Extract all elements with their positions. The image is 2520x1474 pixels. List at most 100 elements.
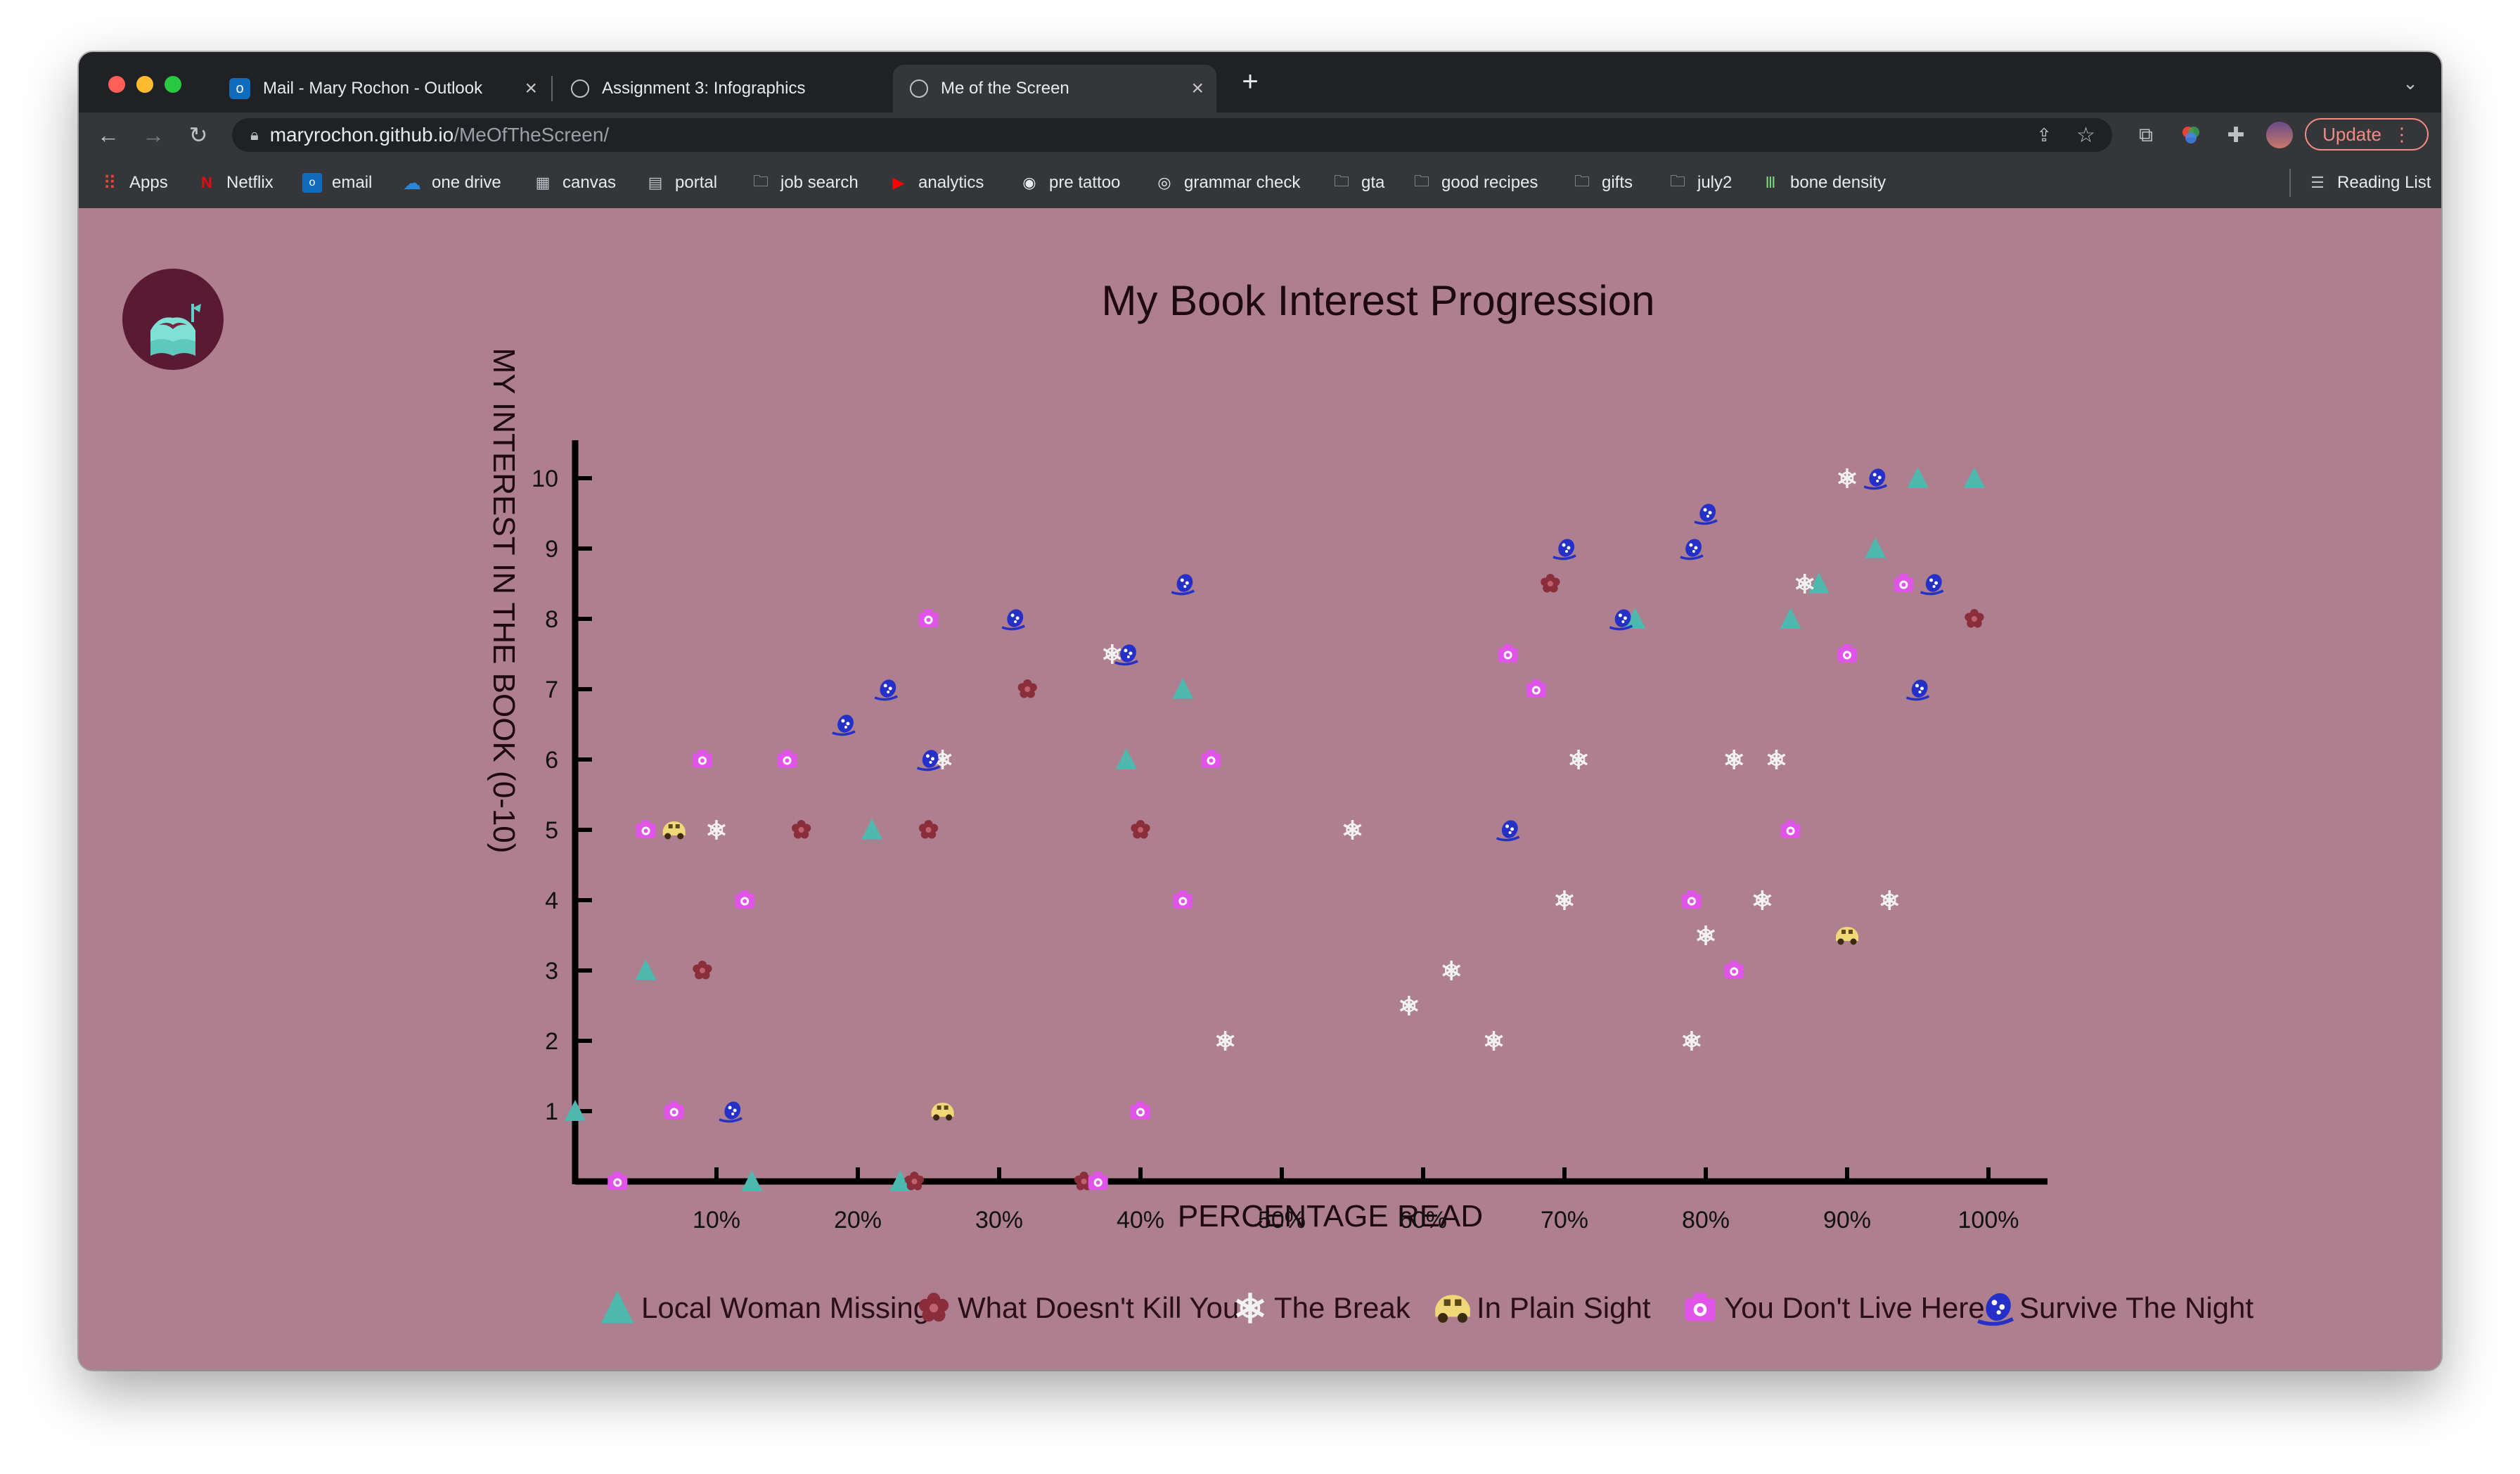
data-point[interactable] xyxy=(1920,572,1945,596)
data-point[interactable] xyxy=(662,821,686,840)
data-point[interactable] xyxy=(1131,820,1150,839)
data-point[interactable] xyxy=(1498,644,1518,662)
close-tab-icon[interactable]: × xyxy=(525,77,537,100)
data-point[interactable] xyxy=(1442,961,1461,980)
data-point[interactable] xyxy=(1680,537,1704,560)
avatar[interactable] xyxy=(2264,120,2295,150)
data-point[interactable] xyxy=(1795,574,1814,594)
bookmark-email[interactable]: o email xyxy=(302,169,372,197)
data-point[interactable] xyxy=(1171,572,1195,596)
data-point[interactable] xyxy=(1102,644,1121,664)
bookmark-canvas[interactable]: ▦ canvas xyxy=(533,169,616,197)
data-point[interactable] xyxy=(1865,537,1886,558)
tab-outlook[interactable]: o Mail - Mary Rochon - Outlook × xyxy=(212,65,550,113)
back-arrow-icon[interactable]: ← xyxy=(97,122,120,148)
data-point[interactable] xyxy=(1725,750,1744,769)
data-point[interactable] xyxy=(1780,608,1801,629)
data-point[interactable] xyxy=(1172,678,1194,699)
data-point[interactable] xyxy=(916,748,941,771)
data-point[interactable] xyxy=(1496,818,1521,842)
data-point[interactable] xyxy=(1624,608,1646,629)
data-point[interactable] xyxy=(874,677,899,701)
data-point[interactable] xyxy=(1555,890,1574,910)
bookmark-good-recipes[interactable]: 🗀 good recipes xyxy=(1412,169,1538,197)
data-point[interactable] xyxy=(918,609,939,627)
data-point[interactable] xyxy=(1837,644,1857,662)
data-point[interactable] xyxy=(1526,679,1546,698)
bookmark-job-search[interactable]: 🗀 job search xyxy=(751,169,859,197)
data-point[interactable] xyxy=(1907,467,1929,488)
data-point[interactable] xyxy=(1173,890,1193,909)
close-window-button[interactable] xyxy=(108,76,125,93)
data-point[interactable] xyxy=(777,750,797,768)
bookmark-portal[interactable]: ▤ portal xyxy=(645,169,717,197)
forward-arrow-icon[interactable]: → xyxy=(142,122,165,148)
data-point[interactable] xyxy=(1697,925,1715,945)
data-point[interactable] xyxy=(1115,748,1137,769)
data-point[interactable] xyxy=(1836,927,1858,945)
data-point[interactable] xyxy=(1484,1031,1503,1051)
reading-list[interactable]: ☰ Reading List xyxy=(2308,169,2431,197)
data-point[interactable] xyxy=(1569,750,1588,769)
maximize-window-button[interactable] xyxy=(165,76,181,93)
tab-me-of-the-screen[interactable]: Me of the Screen × xyxy=(893,65,1216,113)
data-point[interactable] xyxy=(1694,501,1718,525)
data-point[interactable] xyxy=(1682,1031,1701,1051)
update-button[interactable]: Update ⋮ xyxy=(2305,118,2429,150)
data-point[interactable] xyxy=(904,1172,924,1191)
data-point[interactable] xyxy=(832,712,856,736)
bookmark-netflix[interactable]: N Netflix xyxy=(197,169,274,197)
data-point[interactable] xyxy=(1880,890,1899,910)
data-point[interactable] xyxy=(565,1100,586,1121)
data-point[interactable] xyxy=(918,820,939,839)
new-tab-button[interactable]: + xyxy=(1242,65,1259,97)
bookmark-star-icon[interactable]: ☆ xyxy=(2076,123,2095,147)
bookmark-grammar-check[interactable]: ◎ grammar check xyxy=(1155,169,1300,197)
bookmark-july2[interactable]: 🗀 july2 xyxy=(1668,169,1732,197)
data-point[interactable] xyxy=(1965,609,1984,628)
bookmark-gta[interactable]: 🗀 gta xyxy=(1332,169,1384,197)
data-point[interactable] xyxy=(861,819,883,840)
data-point[interactable] xyxy=(664,1101,684,1120)
data-point[interactable] xyxy=(1894,574,1914,592)
data-point[interactable] xyxy=(719,1099,743,1123)
color-wheel-icon[interactable] xyxy=(2175,120,2206,150)
bookmark-analytics[interactable]: ▶ analytics xyxy=(889,169,984,197)
bookmark-gifts[interactable]: 🗀 gifts xyxy=(1572,169,1633,197)
data-point[interactable] xyxy=(1681,890,1702,909)
data-point[interactable] xyxy=(792,820,811,839)
data-point[interactable] xyxy=(693,961,712,980)
data-point[interactable] xyxy=(636,820,656,838)
data-point[interactable] xyxy=(1399,996,1418,1015)
puzzle-icon[interactable]: ✚ xyxy=(2227,123,2245,147)
data-point[interactable] xyxy=(735,890,755,909)
data-point[interactable] xyxy=(1724,961,1744,979)
data-point[interactable] xyxy=(1767,750,1786,769)
data-point[interactable] xyxy=(1088,1172,1108,1190)
data-point[interactable] xyxy=(1201,750,1221,768)
tab-search-chevron-icon[interactable]: ⌄ xyxy=(2403,72,2418,94)
data-point[interactable] xyxy=(1114,642,1139,666)
data-point[interactable] xyxy=(1343,820,1362,840)
data-point[interactable] xyxy=(1753,890,1772,910)
data-point[interactable] xyxy=(1017,679,1037,698)
data-point[interactable] xyxy=(707,820,726,840)
data-point[interactable] xyxy=(889,1170,911,1191)
data-point[interactable] xyxy=(1131,1101,1150,1120)
data-point[interactable] xyxy=(1216,1031,1235,1051)
data-point[interactable] xyxy=(1838,468,1856,488)
data-point[interactable] xyxy=(931,1103,954,1121)
data-point[interactable] xyxy=(1552,537,1577,560)
data-point[interactable] xyxy=(1963,467,1985,488)
data-point[interactable] xyxy=(741,1170,763,1191)
data-point[interactable] xyxy=(692,750,712,768)
data-point[interactable] xyxy=(1905,677,1931,701)
bookmark-pre-tattoo[interactable]: ◉ pre tattoo xyxy=(1020,169,1120,197)
reload-icon[interactable]: ↻ xyxy=(188,122,208,148)
address-bar[interactable]: 🔒︎ maryrochon.github.io/MeOfTheScreen/ ⇪… xyxy=(232,118,2112,152)
close-tab-icon[interactable]: × xyxy=(1191,77,1204,100)
data-point[interactable] xyxy=(1541,574,1560,593)
data-point[interactable] xyxy=(1863,466,1888,490)
book-logo-icon[interactable] xyxy=(122,269,224,370)
